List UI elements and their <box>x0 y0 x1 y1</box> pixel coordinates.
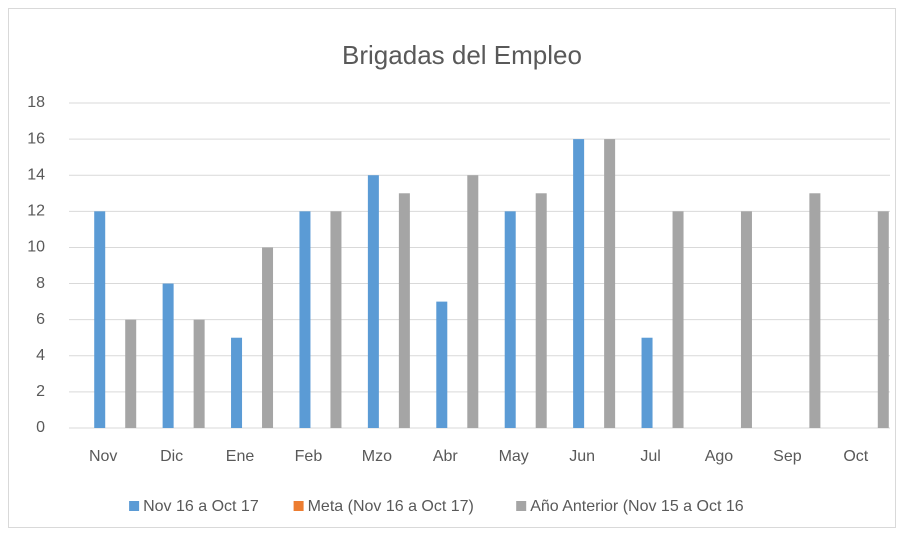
bar <box>641 337 653 428</box>
legend-label: Año Anterior (Nov 15 a Oct 16 <box>530 498 744 515</box>
legend-swatch <box>129 501 140 511</box>
y-tick-label: 18 <box>27 94 45 111</box>
chart-title: Brigadas del Empleo <box>342 40 582 70</box>
bar <box>467 175 479 428</box>
y-tick-label: 12 <box>27 203 45 220</box>
y-tick-label: 16 <box>27 130 45 147</box>
bar <box>367 175 379 428</box>
y-tick-label: 2 <box>36 383 45 400</box>
y-tick-label: 14 <box>27 166 45 183</box>
x-tick-label: Mzo <box>362 448 392 465</box>
bar <box>262 247 274 428</box>
y-tick-label: 4 <box>36 347 45 364</box>
legend-label: Meta (Nov 16 a Oct 17) <box>308 498 474 515</box>
y-tick-label: 6 <box>36 311 45 328</box>
x-tick-label: Sep <box>773 448 802 465</box>
bar <box>504 211 516 428</box>
x-tick-label: May <box>499 448 529 465</box>
x-tick-label: Ene <box>226 448 255 465</box>
bar <box>877 211 889 428</box>
legend-swatch <box>516 501 527 511</box>
x-tick-label: Feb <box>295 448 323 465</box>
x-tick-label: Abr <box>433 448 459 465</box>
bar <box>436 301 448 428</box>
y-tick-label: 0 <box>36 419 45 436</box>
x-tick-label: Nov <box>89 448 117 465</box>
legend-swatch <box>293 501 304 511</box>
bar <box>672 211 684 428</box>
bar <box>604 139 616 428</box>
bar <box>535 193 547 428</box>
x-tick-label: Dic <box>160 448 183 465</box>
bar <box>125 319 137 428</box>
x-tick-label: Ago <box>705 448 734 465</box>
x-tick-label: Jun <box>569 448 595 465</box>
bar <box>330 211 342 428</box>
y-tick-label: 10 <box>27 239 45 256</box>
bar <box>162 283 174 428</box>
bar <box>740 211 752 428</box>
bar <box>193 319 205 428</box>
legend-label: Nov 16 a Oct 17 <box>143 498 259 515</box>
bar <box>573 139 585 428</box>
x-tick-label: Jul <box>640 448 660 465</box>
bar <box>94 211 106 428</box>
bar <box>398 193 410 428</box>
bar <box>299 211 311 428</box>
y-tick-label: 8 <box>36 275 45 292</box>
bar <box>809 193 821 428</box>
bar <box>231 337 243 428</box>
x-tick-label: Oct <box>843 448 868 465</box>
